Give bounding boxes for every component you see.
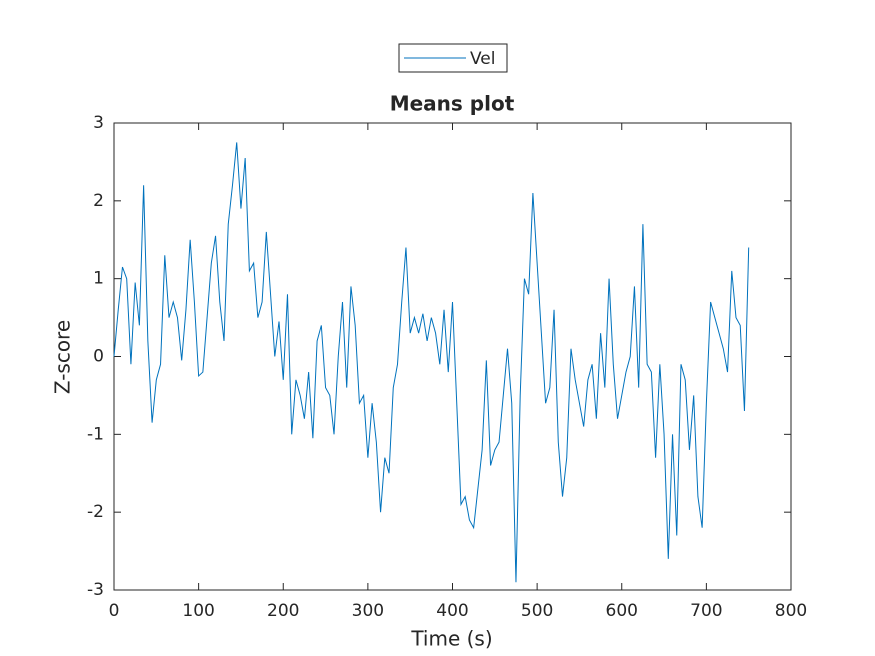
x-tick-label: 700 bbox=[690, 601, 722, 621]
y-tick-label: -2 bbox=[87, 502, 104, 522]
data-line bbox=[113, 142, 750, 583]
y-tick-label: 1 bbox=[93, 269, 104, 289]
y-tick-label: 3 bbox=[93, 113, 104, 133]
x-tick-label: 0 bbox=[109, 601, 120, 621]
x-tick-label: 100 bbox=[182, 601, 214, 621]
x-tick-label: 200 bbox=[267, 601, 299, 621]
y-tick-label: 0 bbox=[93, 347, 104, 367]
y-axis-label: Z-score bbox=[51, 320, 75, 394]
x-tick-label: 600 bbox=[606, 601, 638, 621]
x-tick-label: 300 bbox=[352, 601, 384, 621]
x-tick-label: 800 bbox=[775, 601, 807, 621]
plot-area bbox=[113, 122, 792, 591]
legend-label: Vel bbox=[470, 49, 496, 69]
x-tick-label: 400 bbox=[436, 601, 468, 621]
y-tick-label: -3 bbox=[87, 580, 104, 600]
chart-title: Means plot bbox=[390, 92, 515, 116]
y-tick-label: 2 bbox=[93, 191, 104, 211]
x-tick-label: 500 bbox=[521, 601, 553, 621]
x-axis-label: Time (s) bbox=[410, 627, 492, 651]
y-tick-label: -1 bbox=[87, 424, 104, 444]
